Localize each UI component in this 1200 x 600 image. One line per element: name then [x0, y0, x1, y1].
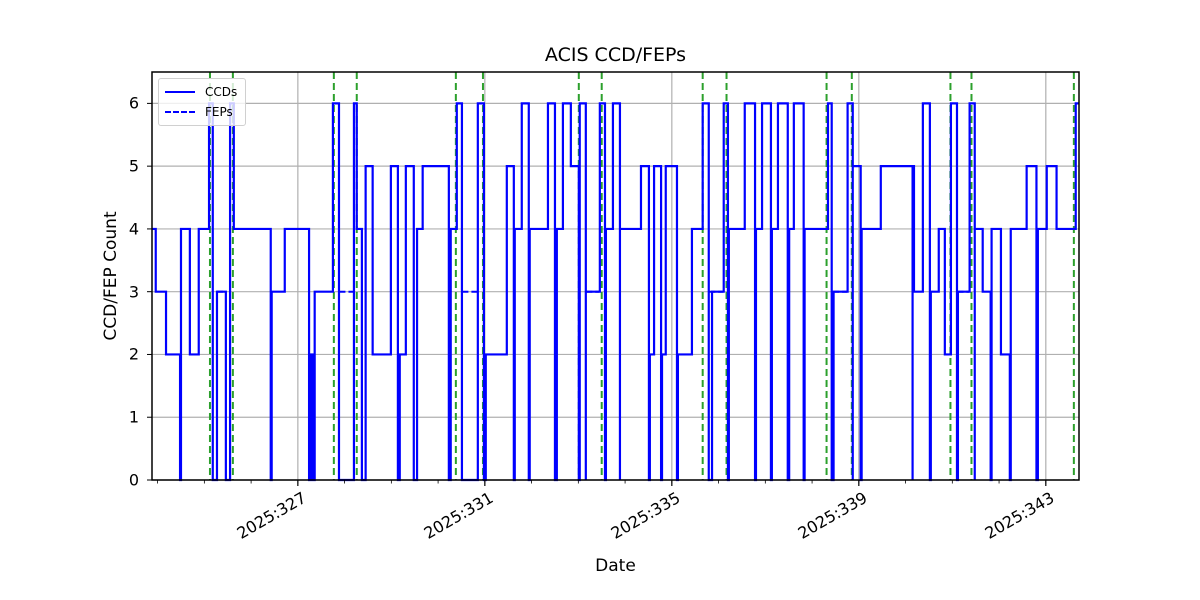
chart-title: ACIS CCD/FEPs [544, 44, 687, 66]
axis-ticks [147, 102, 1047, 486]
y-axis-label: CCD/FEP Count [101, 211, 121, 341]
legend-item-ccds: CCDs [165, 84, 237, 100]
x-axis-label: Date [595, 556, 636, 576]
grid-lines [152, 72, 1079, 481]
y-tick-label: 5 [128, 156, 139, 176]
y-tick-label: 4 [128, 219, 139, 239]
y-tick-label: 3 [128, 282, 139, 302]
dashed-line-swatch-icon [165, 111, 195, 113]
y-tick-label: 6 [128, 93, 139, 113]
legend-label: CCDs [205, 85, 238, 99]
y-tick-label: 2 [128, 344, 139, 364]
y-tick-label: 0 [128, 470, 139, 490]
legend-label: FEPs [205, 105, 233, 119]
axes-frame [151, 71, 1080, 481]
legend-item-feps: FEPs [165, 104, 233, 120]
y-tick-label: 1 [128, 407, 139, 427]
solid-line-swatch-icon [165, 91, 195, 93]
ccd-fep-series [152, 102, 1079, 482]
legend: CCDs FEPs [158, 78, 246, 126]
